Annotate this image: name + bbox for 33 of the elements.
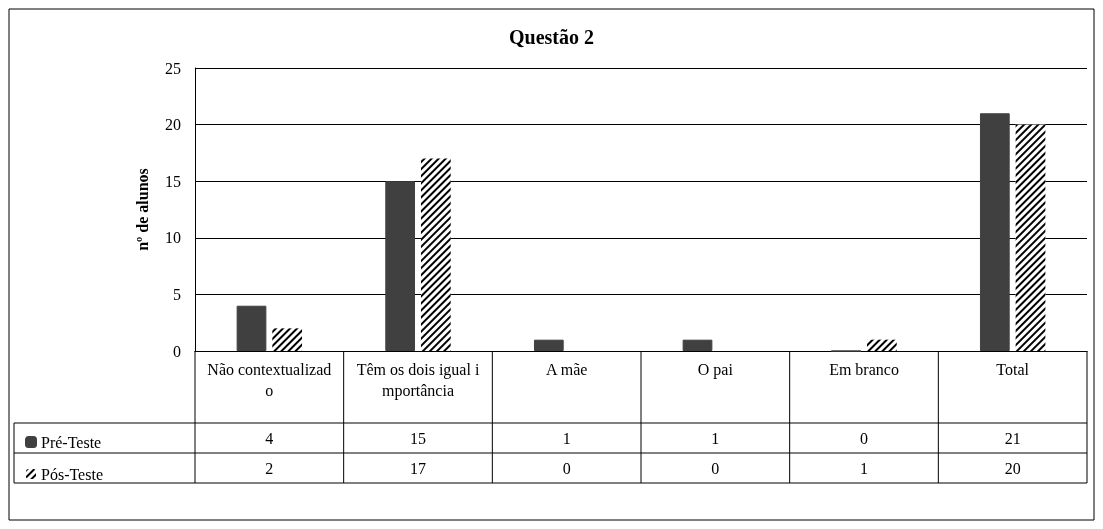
data-label: 15 bbox=[410, 429, 426, 447]
bar bbox=[533, 339, 564, 351]
x-tick-label: Têm os dois igual importância bbox=[356, 361, 480, 400]
legend-label: Pós-Teste bbox=[41, 465, 103, 483]
data-label: 4 bbox=[265, 429, 274, 447]
bar bbox=[236, 305, 267, 351]
data-label: 1 bbox=[860, 459, 868, 477]
bar bbox=[682, 339, 713, 351]
x-tick-label: Não contextualizado bbox=[207, 361, 332, 399]
x-tick-label: A mãe bbox=[546, 361, 588, 378]
x-tick-label: O pai bbox=[697, 361, 734, 379]
bar bbox=[979, 113, 1010, 351]
bar bbox=[385, 181, 416, 351]
x-tick-label: Total bbox=[996, 361, 1030, 378]
data-label: 1 bbox=[711, 429, 720, 447]
data-label: 0 bbox=[711, 459, 720, 477]
y-axis-title: nº de alunos bbox=[133, 168, 151, 251]
x-tick-label: Em branco bbox=[829, 361, 899, 378]
y-tick-label: 5 bbox=[173, 285, 181, 303]
data-label: 2 bbox=[265, 459, 274, 477]
y-tick-label: 20 bbox=[165, 116, 181, 134]
data-label: 20 bbox=[1004, 459, 1021, 477]
y-tick-label: 10 bbox=[165, 229, 181, 247]
y-tick-label: 0 bbox=[173, 342, 181, 360]
data-label: 0 bbox=[562, 459, 571, 477]
data-label: 17 bbox=[410, 459, 426, 477]
y-tick-label: 25 bbox=[165, 59, 181, 77]
data-label: 21 bbox=[1004, 429, 1021, 447]
y-tick-label: 15 bbox=[165, 172, 181, 190]
chart-title: Questão 2 bbox=[509, 26, 594, 48]
data-label: 1 bbox=[562, 429, 571, 447]
data-label: 0 bbox=[860, 429, 868, 447]
legend-label: Pré-Teste bbox=[41, 433, 102, 451]
